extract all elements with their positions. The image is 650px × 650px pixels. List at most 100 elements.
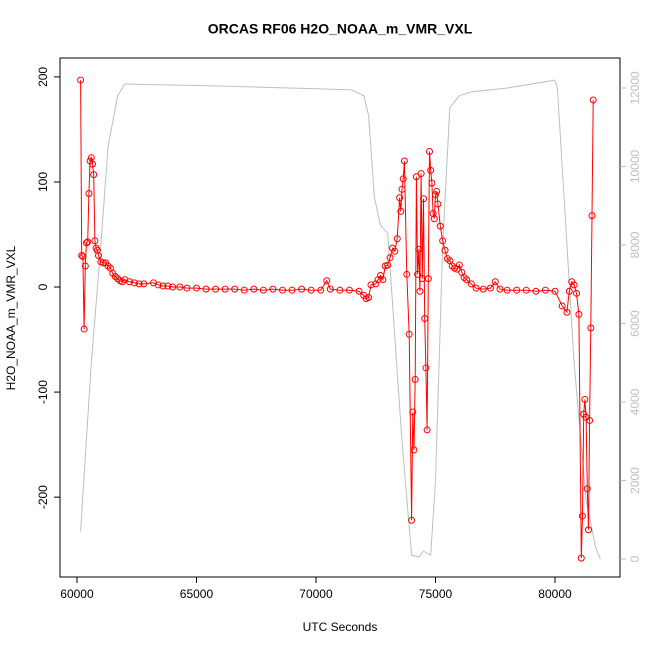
data-point xyxy=(405,330,413,338)
data-point xyxy=(259,286,267,294)
data-point xyxy=(279,286,287,294)
data-point xyxy=(83,239,91,247)
data-point xyxy=(85,190,93,198)
y-tick-label: -100 xyxy=(36,380,50,404)
data-point xyxy=(409,408,417,416)
data-point xyxy=(240,286,248,294)
y2-tick-label: 12000 xyxy=(628,71,642,105)
data-point xyxy=(323,277,331,285)
data-point xyxy=(78,252,86,260)
data-point xyxy=(135,280,143,288)
data-point xyxy=(541,286,549,294)
data-point xyxy=(586,416,594,424)
data-point xyxy=(503,286,511,294)
data-point xyxy=(89,160,97,168)
data-point xyxy=(403,270,411,278)
y-tick-label: -200 xyxy=(36,485,50,509)
data-point xyxy=(99,259,107,267)
data-point xyxy=(298,285,306,293)
data-point xyxy=(202,285,210,293)
x-tick-label: 65000 xyxy=(180,587,214,601)
data-point xyxy=(436,222,444,230)
data-point xyxy=(379,276,387,284)
data-point xyxy=(93,246,101,254)
y-tick-label: 0 xyxy=(36,283,50,290)
data-point xyxy=(412,173,420,181)
data-point xyxy=(423,426,431,434)
data-point xyxy=(424,275,432,283)
data-point xyxy=(288,286,296,294)
y2-tick-label: 8000 xyxy=(628,231,642,258)
data-point xyxy=(386,254,394,262)
data-point xyxy=(111,273,119,281)
data-point xyxy=(94,252,102,260)
data-point xyxy=(164,282,172,290)
data-point xyxy=(140,280,148,288)
data-point xyxy=(430,215,438,223)
data-point xyxy=(411,375,419,383)
data-point xyxy=(87,154,95,162)
y2-tick-label: 4000 xyxy=(628,388,642,415)
data-point xyxy=(81,262,89,270)
data-point xyxy=(400,157,408,165)
data-point xyxy=(84,238,92,246)
data-point xyxy=(114,275,122,283)
data-point xyxy=(159,282,167,290)
data-point xyxy=(130,279,138,287)
data-point xyxy=(250,285,258,293)
data-point xyxy=(336,286,344,294)
data-point xyxy=(441,246,449,254)
data-point xyxy=(90,171,98,179)
data-point xyxy=(393,235,401,243)
x-tick-label: 75000 xyxy=(419,587,453,601)
data-point xyxy=(176,283,184,291)
data-point xyxy=(79,253,87,261)
data-point xyxy=(118,278,126,286)
x-tick-label: 70000 xyxy=(299,587,333,601)
data-point xyxy=(183,284,191,292)
data-point xyxy=(584,526,592,534)
data-point xyxy=(399,175,407,183)
data-point xyxy=(578,512,586,520)
data-point xyxy=(212,285,220,293)
data-point xyxy=(583,485,591,493)
data-point xyxy=(77,76,85,84)
data-point xyxy=(587,324,595,332)
series-line xyxy=(80,80,594,559)
data-point xyxy=(91,237,99,245)
data-point xyxy=(460,274,468,282)
data-point xyxy=(565,287,573,295)
data-point xyxy=(589,96,597,104)
data-point xyxy=(448,262,456,270)
series-line xyxy=(80,79,601,560)
data-point xyxy=(551,287,559,295)
chart-title: ORCAS RF06 H2O_NOAA_m_VMR_VXL xyxy=(208,21,473,37)
y-tick-label: 100 xyxy=(36,172,50,192)
data-point xyxy=(428,179,436,187)
data-point xyxy=(416,287,424,295)
data-point xyxy=(479,285,487,293)
data-point xyxy=(421,315,429,323)
data-point xyxy=(408,516,416,524)
data-point xyxy=(426,148,434,156)
data-point xyxy=(455,261,463,269)
data-point xyxy=(431,191,439,199)
data-point xyxy=(317,286,325,294)
data-point xyxy=(513,286,521,294)
x-tick-label: 80000 xyxy=(538,587,572,601)
data-point xyxy=(169,283,177,291)
plot-box xyxy=(59,57,621,578)
data-point xyxy=(486,284,494,292)
data-point xyxy=(126,278,134,286)
data-point xyxy=(104,262,112,270)
x-tick-label: 60000 xyxy=(60,587,94,601)
y2-tick-label: 10000 xyxy=(628,149,642,183)
data-point xyxy=(463,276,471,284)
data-point xyxy=(221,285,229,293)
data-point xyxy=(588,212,596,220)
data-point xyxy=(429,209,437,217)
y-axis-label: H2O_NOAA_m_VMR_VXL xyxy=(4,245,18,390)
data-point xyxy=(355,287,363,295)
y2-tick-label: 6000 xyxy=(628,310,642,337)
